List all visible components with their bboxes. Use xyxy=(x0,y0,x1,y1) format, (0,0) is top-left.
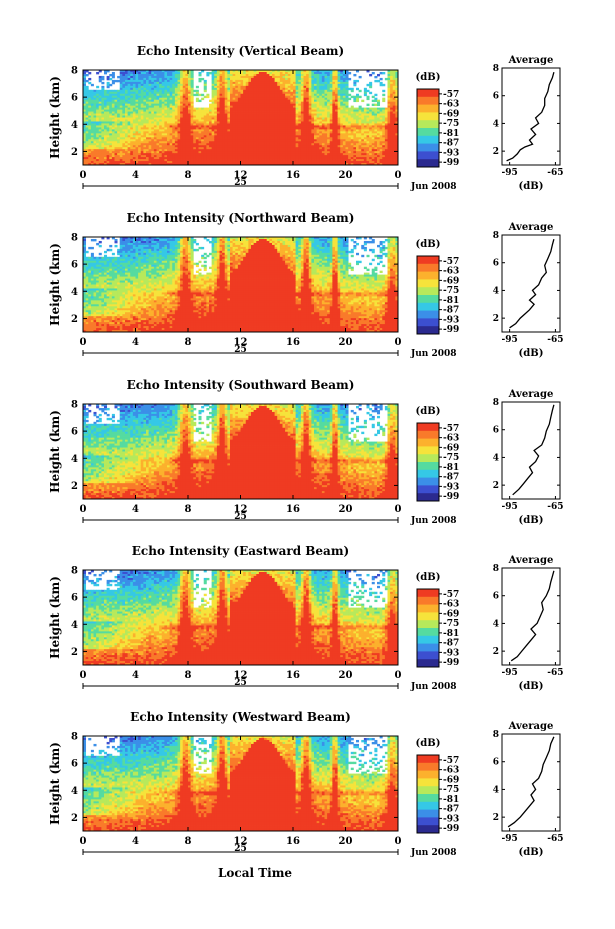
heatmap-cell xyxy=(369,74,372,76)
heatmap-cell xyxy=(372,100,375,102)
heatmap-cell xyxy=(201,78,204,80)
heatmap-cell xyxy=(367,90,370,92)
heatmap-cell xyxy=(359,76,362,78)
heatmap-cell xyxy=(372,104,375,106)
heatmap-cell xyxy=(199,100,202,102)
heatmap-cell xyxy=(372,96,375,98)
heatmap-cell xyxy=(353,84,356,86)
heatmap-cell xyxy=(112,82,115,84)
heatmap-cell xyxy=(96,86,99,88)
heatmap-cell xyxy=(374,76,377,78)
heatmap-cell xyxy=(209,100,212,102)
heatmap-cell xyxy=(369,92,372,94)
heatmap-cell xyxy=(199,94,202,96)
heatmap-cell xyxy=(199,74,202,76)
heatmap-cell xyxy=(348,94,351,96)
heatmap-cell xyxy=(86,74,89,76)
heatmap-cell xyxy=(115,80,118,82)
heatmap-cell xyxy=(99,80,102,82)
heatmap-cell xyxy=(196,100,199,102)
heatmap-cell xyxy=(91,84,94,86)
heatmap-cell xyxy=(367,84,370,86)
heatmap-cell xyxy=(86,80,89,82)
heatmap-cell xyxy=(196,86,199,88)
heatmap-cell xyxy=(104,72,107,74)
heatmap-cell xyxy=(356,88,359,90)
heatmap-cell xyxy=(209,72,212,74)
heatmap-cell xyxy=(356,80,359,82)
heatmap-cells xyxy=(83,70,398,165)
heatmap-cell xyxy=(101,78,104,80)
heatmap-cell xyxy=(348,72,351,74)
heatmap-cell xyxy=(201,94,204,96)
heatmap-cell xyxy=(351,96,354,98)
heatmap-cell xyxy=(88,78,91,80)
heatmap-cell xyxy=(351,90,354,92)
heatmap-cell xyxy=(353,74,356,76)
heatmap-cell xyxy=(117,76,120,78)
heatmap-cell xyxy=(364,94,367,96)
heatmap-cell xyxy=(356,100,359,102)
heatmap-cell xyxy=(109,84,112,86)
heatmap-cell xyxy=(204,96,207,98)
heatmap-cell xyxy=(107,78,110,80)
heatmap-cell xyxy=(193,90,196,92)
heatmap-cell xyxy=(193,94,196,96)
heatmap-cell xyxy=(112,76,115,78)
heatmap-cell xyxy=(372,72,375,74)
heatmap-cell xyxy=(374,80,377,82)
heatmap-cell xyxy=(348,88,351,90)
heatmap-cell xyxy=(107,86,110,88)
heatmap-cell xyxy=(204,90,207,92)
heatmap-cell xyxy=(101,82,104,84)
heatmap-cell xyxy=(109,74,112,76)
panel-0: Echo Intensity (Vertical Beam)Height (km… xyxy=(48,44,564,192)
heatmap-cell xyxy=(359,90,362,92)
heatmap-cell xyxy=(196,94,199,96)
heatmap-cell xyxy=(96,72,99,74)
heatmap-cell xyxy=(201,98,204,100)
heatmap-cell xyxy=(369,86,372,88)
heatmap-cell xyxy=(359,96,362,98)
heatmap-cell xyxy=(88,72,91,74)
heatmap-cell xyxy=(361,100,364,102)
panel-title: Echo Intensity (Vertical Beam) xyxy=(137,44,344,58)
heatmap-cell xyxy=(109,78,112,80)
heatmap-cell xyxy=(199,80,202,82)
heatmap-cell xyxy=(348,98,351,100)
heatmap-cell xyxy=(117,80,120,82)
heatmap-cell xyxy=(348,78,351,80)
heatmap-cell xyxy=(367,98,370,100)
heatmap-cell xyxy=(367,104,370,106)
heatmap-cell xyxy=(206,74,209,76)
heatmap-cell xyxy=(88,82,91,84)
heatmap-cell xyxy=(206,96,209,98)
heatmap-cell xyxy=(353,100,356,102)
